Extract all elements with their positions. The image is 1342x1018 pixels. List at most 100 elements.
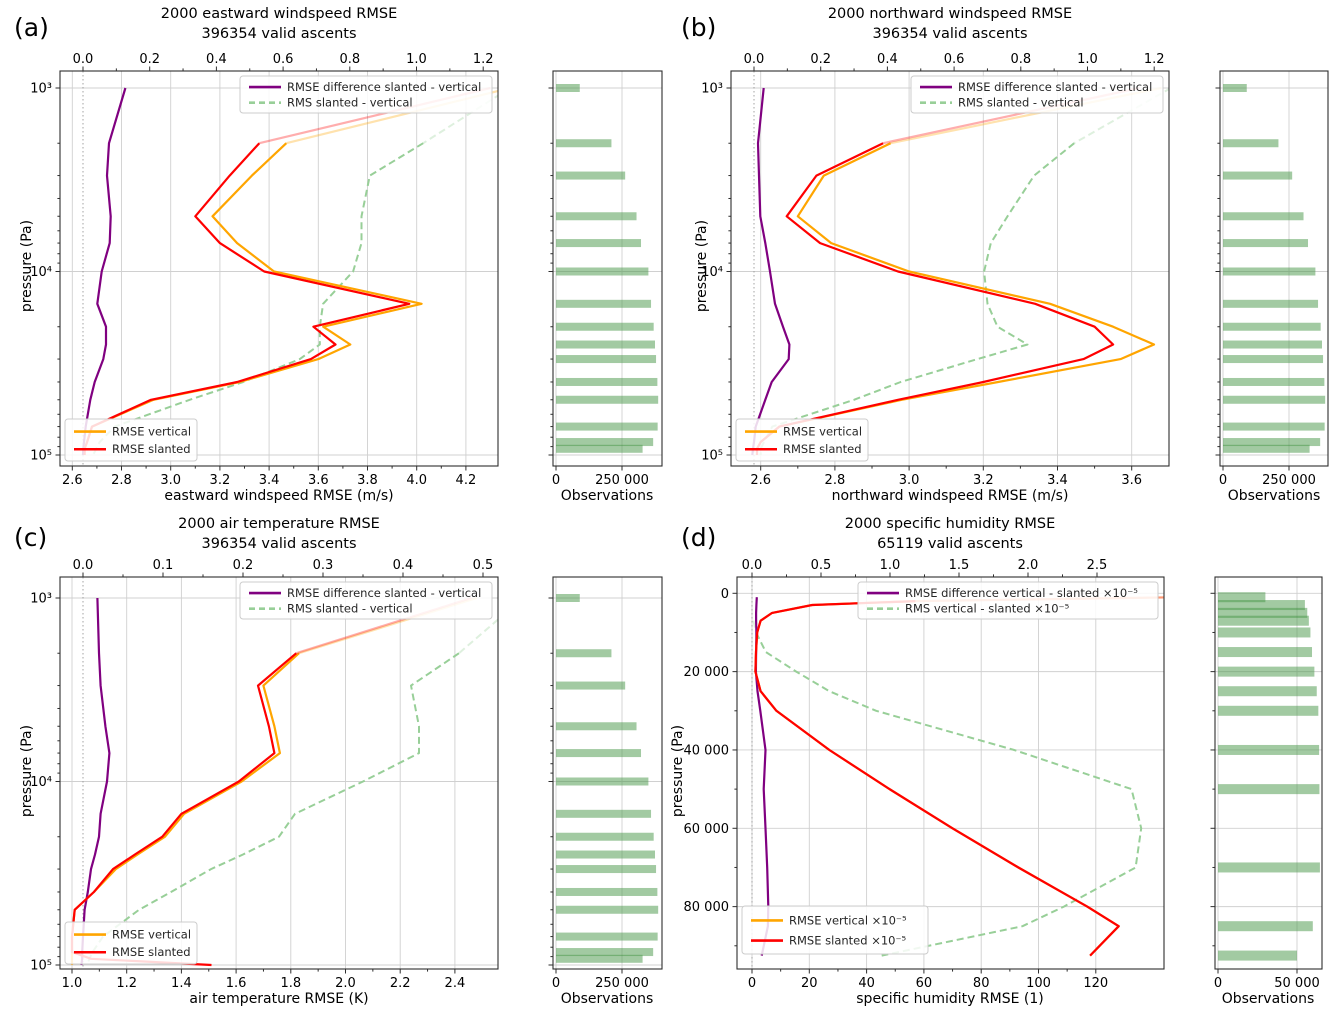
panel-a-rmse-vertical-line	[83, 142, 423, 455]
panel-c-observations-bar	[556, 932, 658, 941]
panel-a-observations-bar	[556, 84, 580, 92]
tick-label: 2.6	[62, 473, 83, 488]
tick-label: 0.0	[73, 558, 94, 573]
panel-d-observations-bar	[1218, 950, 1297, 961]
panel-c-observations-bar	[556, 594, 580, 602]
tick-label: 60	[916, 976, 933, 991]
panel-a-observations-bar	[556, 322, 654, 331]
panel-c-rms-slanted-vertical-line	[86, 652, 460, 966]
tick-label: 10⁵	[701, 449, 723, 464]
panel-d-observations-bar	[1218, 600, 1305, 611]
tick-label: 250 000	[595, 473, 649, 488]
panel-a-observations-bar	[556, 395, 659, 404]
tick-label: 0.0	[742, 558, 763, 573]
tick-label: 10³	[30, 82, 52, 97]
panel-b-subtitle: 396354 valid ascents	[872, 26, 1028, 42]
panel-b-observations-border	[1219, 70, 1329, 467]
tick-label: 0.3	[313, 558, 334, 573]
panel-a-letter: (a)	[14, 13, 49, 42]
tick-label: 2.8	[825, 473, 846, 488]
panel-d-subtitle: 65119 valid ascents	[877, 536, 1023, 552]
tick-label: 1.2	[116, 976, 137, 991]
legend-label: RMSE difference slanted - vertical	[287, 586, 481, 600]
panel-c-observations-bar	[556, 681, 626, 690]
panel-c-observations-bar	[556, 722, 637, 731]
tick-label: 0	[1219, 473, 1227, 488]
panel-b-yaxis-label: pressure (Pa)	[693, 219, 710, 313]
panel-d-observations-bar	[1218, 615, 1309, 626]
panel-d-observations-border	[1214, 576, 1323, 970]
panel-c-observations-label: Observations	[560, 991, 654, 1007]
tick-label: 10⁴	[30, 775, 52, 790]
panel-b-observations-bar	[1223, 212, 1304, 221]
panel-d-observations-bar	[1218, 862, 1320, 873]
tick-label: 0	[721, 587, 729, 602]
panel-a-observations-bar	[556, 267, 649, 276]
panel-b-legend-bottom: RMSE vertical RMSE slanted	[735, 418, 869, 462]
panel-c-rmse-slanted-line	[70, 652, 298, 967]
tick-label: 10⁵	[30, 959, 52, 974]
panel-d-group: 0 20 40 60 80 100 120 0.0 0.5 1.0 1.5 2.0 2.5 0 20 000…	[684, 558, 1323, 991]
panel-b-observations-bar	[1223, 377, 1325, 386]
tick-label: 0.2	[233, 558, 254, 573]
panel-d-observations-bar	[1218, 607, 1308, 618]
panel-d-yaxis-label: pressure (Pa)	[669, 724, 686, 818]
tick-label: 1.5	[949, 558, 970, 573]
legend-label: RMS slanted - vertical	[287, 96, 413, 110]
tick-label: 0.2	[810, 52, 831, 67]
tick-label: 80 000	[684, 900, 730, 915]
panel-d-observations-bar	[1218, 666, 1315, 677]
panel-a-observations-bar	[556, 139, 612, 148]
legend-label: RMSE vertical	[112, 928, 191, 942]
panel-c-legend-bottom: RMSE vertical RMSE slanted	[64, 921, 198, 965]
panel-d-rms-vertical-slanted-line	[752, 620, 758, 633]
panel-a-observations-bar	[556, 422, 658, 431]
tick-label: 0.0	[744, 52, 765, 67]
panel-c-observations-bar	[556, 948, 654, 957]
tick-label: 0	[748, 976, 756, 991]
panel-c-legend-top: RMSE difference slanted - vertical RMS sl…	[239, 581, 493, 620]
tick-label: 0	[1214, 976, 1222, 991]
panel-b-observations-label: Observations	[1227, 488, 1321, 504]
panel-c-observations-bar	[556, 777, 649, 786]
panel-b-rmse-slanted-line	[755, 142, 1115, 455]
tick-label: 3.0	[899, 473, 920, 488]
tick-label: 3.6	[308, 473, 329, 488]
panel-b-plot-border	[730, 70, 1170, 467]
tick-label: 0.0	[73, 52, 94, 67]
tick-label: 1.8	[280, 976, 301, 991]
panel-d-observations-bar	[1218, 647, 1313, 658]
panel-d-observations-bar	[1218, 686, 1317, 697]
panel-d-observations-bar	[1218, 592, 1266, 603]
tick-label: 10³	[30, 592, 52, 607]
tick-label: 0.6	[944, 52, 965, 67]
panel-c-group: 1.0 1.2 1.4 1.6 1.8 2.0 2.2 2.4 0.0 0.1 0.2 0.3 0.4 0…	[30, 558, 663, 991]
tick-label: 50 000	[1274, 976, 1320, 991]
panel-d-legend-bottom: RMSE vertical ×10⁻⁵ RMSE slanted ×10⁻⁵	[741, 905, 929, 955]
tick-label: 0	[552, 473, 560, 488]
tick-label: 3.4	[1047, 473, 1068, 488]
panel-d-observations-label: Observations	[1221, 991, 1315, 1007]
panel-c-observations-bar	[556, 749, 642, 758]
panel-a-observations-bar	[556, 444, 643, 453]
panel-b-observations-bar	[1223, 438, 1321, 447]
tick-label: 0.5	[811, 558, 832, 573]
panel-b-rms-slanted-vertical-line	[1073, 87, 1169, 145]
panel-c-observations-bar	[556, 809, 652, 818]
panel-b-legend-top: RMSE difference slanted - vertical RMS sl…	[910, 75, 1164, 114]
panel-a-observations-bar	[556, 171, 626, 180]
panel-a-rms-slanted-vertical-line	[92, 142, 424, 456]
legend-label: RMS vertical - slanted ×10⁻⁵	[905, 602, 1070, 616]
panel-b-title: 2000 northward windspeed RMSE	[827, 6, 1073, 22]
tick-label: 20	[801, 976, 818, 991]
tick-label: 1.2	[473, 52, 494, 67]
panel-a-legend-top: RMSE difference slanted - vertical RMS sl…	[239, 75, 493, 114]
tick-label: 1.2	[1144, 52, 1165, 67]
panel-a-observations-bar	[556, 355, 657, 364]
panel-c-xaxis-label: air temperature RMSE (K)	[189, 991, 369, 1007]
tick-label: 1.0	[62, 976, 83, 991]
tick-label: 10⁴	[701, 265, 723, 280]
tick-label: 10⁴	[30, 265, 52, 280]
